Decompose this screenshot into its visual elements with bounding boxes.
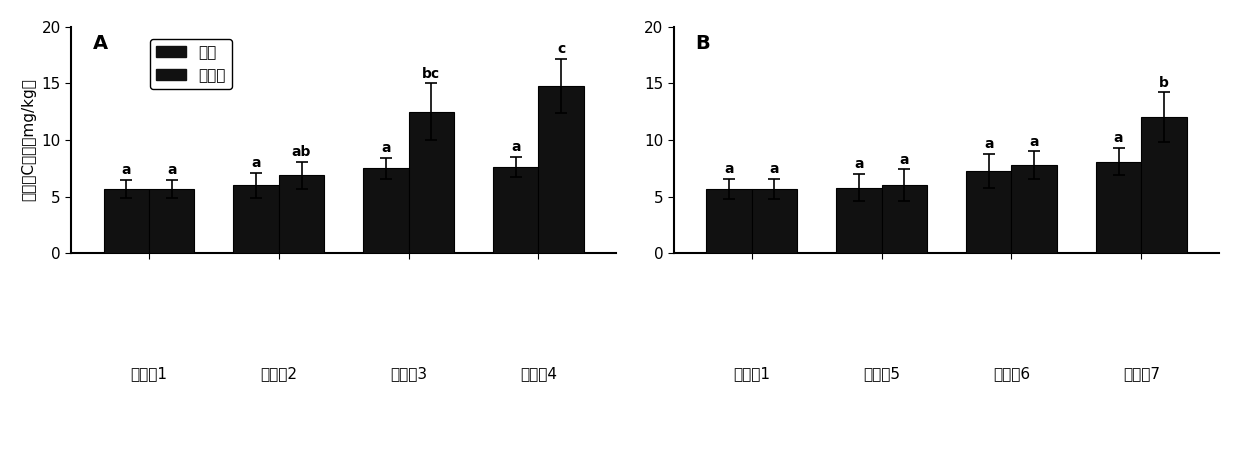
Text: A: A [93, 34, 108, 53]
Bar [707, 188, 751, 253]
Bar [882, 185, 928, 253]
Text: a: a [252, 156, 260, 170]
Text: a: a [770, 162, 779, 176]
Bar [751, 188, 797, 253]
Text: a: a [724, 162, 734, 176]
Bar [149, 188, 195, 253]
Text: 对比奷1: 对比奷1 [733, 367, 770, 382]
Text: 对比奷1: 对比奷1 [130, 367, 167, 382]
Bar [538, 86, 584, 253]
Bar [494, 167, 538, 253]
Text: a: a [381, 141, 391, 155]
Text: c: c [557, 42, 565, 56]
Text: 实施奷3: 实施奷3 [391, 367, 428, 382]
Bar [103, 188, 149, 253]
Text: a: a [1029, 134, 1039, 149]
Text: a: a [899, 153, 909, 167]
Y-axis label: 组织内C含量（mg/kg）: 组织内C含量（mg/kg） [21, 78, 36, 202]
Bar [966, 171, 1012, 253]
Bar [1096, 162, 1141, 253]
Text: a: a [511, 140, 521, 154]
Text: a: a [122, 163, 131, 177]
Bar [233, 185, 279, 253]
Text: 实施奷5: 实施奷5 [863, 367, 900, 382]
Text: a: a [167, 163, 176, 177]
Text: 实施奷7: 实施奷7 [1122, 367, 1159, 382]
Text: 实施奷2: 实施奷2 [260, 367, 298, 382]
Text: a: a [985, 137, 993, 151]
Bar [363, 168, 409, 253]
Bar [409, 112, 454, 253]
Bar [1141, 118, 1187, 253]
Text: bc: bc [423, 67, 440, 80]
Text: 实施奷6: 实施奷6 [993, 367, 1030, 382]
Text: a: a [854, 157, 863, 171]
Text: ab: ab [291, 145, 311, 159]
Legend: 根部, 地上部: 根部, 地上部 [150, 39, 232, 89]
Text: b: b [1159, 76, 1169, 90]
Text: a: a [1114, 131, 1123, 145]
Bar [279, 175, 324, 253]
Text: B: B [696, 34, 711, 53]
Text: 实施奷4: 实施奷4 [520, 367, 557, 382]
Bar [836, 188, 882, 253]
Bar [1012, 165, 1056, 253]
